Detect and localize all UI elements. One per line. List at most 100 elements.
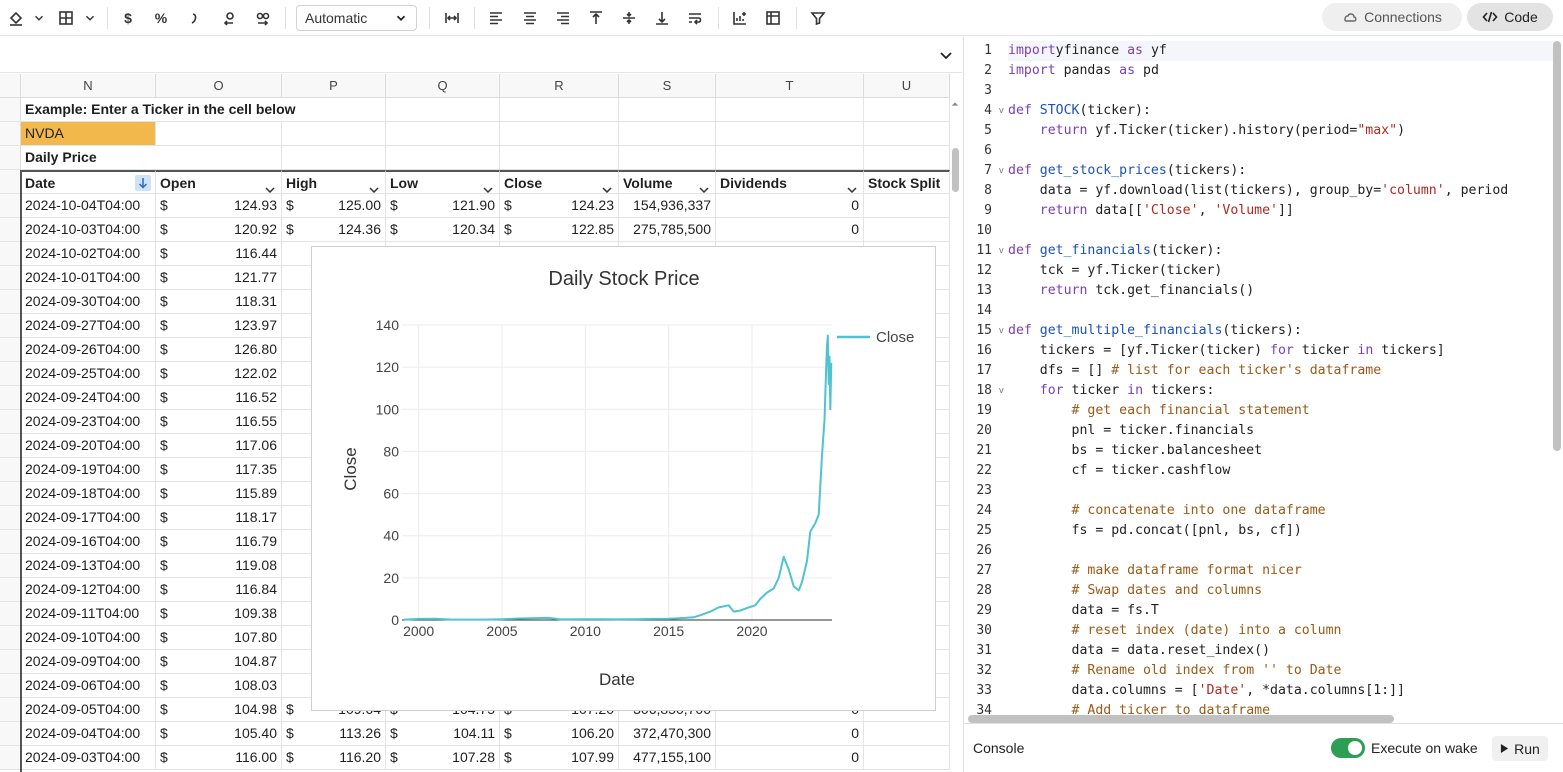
column-header[interactable]: P	[282, 74, 386, 98]
filter-icon[interactable]	[808, 6, 828, 30]
table-cell-low[interactable]: $121.90	[386, 194, 500, 218]
code-line[interactable]: def get_financials(ticker):	[1008, 241, 1554, 261]
table-cell-open[interactable]: $116.44	[156, 242, 282, 266]
table-cell-split[interactable]	[864, 722, 950, 746]
row-header[interactable]	[0, 650, 21, 674]
grid-cell[interactable]	[282, 146, 386, 170]
chevron-down-icon[interactable]	[938, 47, 954, 63]
text-wrap-icon[interactable]	[685, 6, 705, 30]
table-cell-date[interactable]: 2024-09-12T04:00	[21, 578, 156, 602]
row-header[interactable]	[0, 458, 21, 482]
table-cell-high[interactable]: $124.36	[282, 218, 386, 242]
grid-cell[interactable]	[500, 98, 619, 122]
chevron-down-icon[interactable]	[847, 179, 857, 193]
column-header[interactable]: Q	[386, 74, 500, 98]
table-header-volume[interactable]: Volume	[619, 170, 716, 194]
code-line[interactable]: fs = pd.concat([pnl, bs, cf])	[1008, 521, 1554, 541]
row-header[interactable]	[0, 746, 21, 770]
table-cell-date[interactable]: 2024-09-03T04:00	[21, 746, 156, 770]
column-header[interactable]: R	[500, 74, 619, 98]
code-line[interactable]	[1008, 481, 1554, 501]
code-line[interactable]: for ticker in tickers:	[1008, 381, 1554, 401]
table-cell-date[interactable]: 2024-09-18T04:00	[21, 482, 156, 506]
align-middle-icon[interactable]	[619, 6, 639, 30]
table-cell-date[interactable]: 2024-09-27T04:00	[21, 314, 156, 338]
chart-legend[interactable]: Close	[837, 329, 914, 346]
code-line[interactable]: # get each financial statement	[1008, 401, 1554, 421]
scrollbar-thumb[interactable]	[952, 148, 959, 192]
row-header[interactable]	[0, 218, 21, 242]
row-header[interactable]	[0, 410, 21, 434]
table-cell-div[interactable]: 0	[716, 218, 864, 242]
row-header[interactable]	[0, 674, 21, 698]
comma-format-icon[interactable]	[184, 6, 204, 30]
percent-format-icon[interactable]: %	[154, 10, 168, 26]
table-cell-open[interactable]: $124.93	[156, 194, 282, 218]
table-cell-open[interactable]: $107.80	[156, 626, 282, 650]
code-line[interactable]: def STOCK(ticker):	[1008, 101, 1554, 121]
row-header[interactable]	[0, 242, 21, 266]
insert-pivot-icon[interactable]	[763, 6, 783, 30]
table-cell-date[interactable]: 2024-09-09T04:00	[21, 650, 156, 674]
table-cell-split[interactable]	[864, 194, 950, 218]
grid-cell[interactable]	[386, 146, 500, 170]
row-header[interactable]	[0, 530, 21, 554]
code-line[interactable]: data = data.reset_index()	[1008, 641, 1554, 661]
grid-cell[interactable]	[716, 122, 864, 146]
grid-cell[interactable]	[619, 122, 716, 146]
table-cell-div[interactable]: 0	[716, 194, 864, 218]
grid-cell[interactable]	[619, 98, 716, 122]
table-cell-date[interactable]: 2024-10-01T04:00	[21, 266, 156, 290]
table-cell-open[interactable]: $116.00	[156, 746, 282, 770]
code-line[interactable]	[1008, 81, 1554, 101]
align-left-icon[interactable]	[486, 6, 506, 30]
row-header[interactable]	[0, 314, 21, 338]
table-cell-open[interactable]: $117.35	[156, 458, 282, 482]
code-line[interactable]: # Rename old index from '' to Date	[1008, 661, 1554, 681]
code-line[interactable]: data = fs.T	[1008, 601, 1554, 621]
table-cell-open[interactable]: $116.52	[156, 386, 282, 410]
table-cell-div[interactable]: 0	[716, 746, 864, 770]
row-header[interactable]	[0, 338, 21, 362]
ticker-input-cell[interactable]: NVDA	[21, 122, 156, 146]
row-header[interactable]	[0, 626, 21, 650]
borders-dropdown-icon[interactable]	[83, 6, 97, 30]
chart-daily-stock-price[interactable]: Daily Stock Price Date Close 0 20 40 60 80 10…	[311, 246, 936, 711]
execute-on-wake-toggle[interactable]	[1331, 738, 1365, 758]
code-line[interactable]: dfs = [] # list for each ticker's datafr…	[1008, 361, 1554, 381]
table-cell-close[interactable]: $124.23	[500, 194, 619, 218]
table-cell-date[interactable]: 2024-10-04T04:00	[21, 194, 156, 218]
insert-chart-icon[interactable]	[730, 6, 750, 30]
code-line[interactable]	[1008, 221, 1554, 241]
merge-cells-icon[interactable]	[441, 6, 463, 30]
table-cell-date[interactable]: 2024-10-02T04:00	[21, 242, 156, 266]
row-header[interactable]	[0, 170, 21, 194]
chevron-down-icon[interactable]	[483, 179, 493, 193]
code-line[interactable]: def get_stock_prices(tickers):	[1008, 161, 1554, 181]
table-cell-high[interactable]: $116.20	[282, 746, 386, 770]
table-header-close[interactable]: Close	[500, 170, 619, 194]
table-cell-date[interactable]: 2024-09-06T04:00	[21, 674, 156, 698]
table-cell-volume[interactable]: 477,155,100	[619, 746, 716, 770]
table-cell-open[interactable]: $104.98	[156, 698, 282, 722]
grid-cell[interactable]	[716, 98, 864, 122]
code-line[interactable]: # Swap dates and columns	[1008, 581, 1554, 601]
table-cell-high[interactable]: $125.00	[282, 194, 386, 218]
row-header[interactable]	[0, 506, 21, 530]
table-cell-open[interactable]: $116.84	[156, 578, 282, 602]
select-all-corner[interactable]	[0, 74, 21, 98]
code-line[interactable]: importyfinance as yf	[1008, 41, 1554, 61]
align-bottom-icon[interactable]	[652, 6, 672, 30]
row-header[interactable]	[0, 578, 21, 602]
table-cell-date[interactable]: 2024-09-05T04:00	[21, 698, 156, 722]
code-line[interactable]: # reset index (date) into a column	[1008, 621, 1554, 641]
row-header[interactable]	[0, 698, 21, 722]
grid-cell[interactable]	[864, 122, 950, 146]
code-line[interactable]: return yf.Ticker(ticker).history(period=…	[1008, 121, 1554, 141]
row-header[interactable]	[0, 722, 21, 746]
table-header-low[interactable]: Low	[386, 170, 500, 194]
table-cell-split[interactable]	[864, 746, 950, 770]
row-header[interactable]	[0, 266, 21, 290]
increase-decimal-icon[interactable]	[250, 6, 274, 30]
sheet-vertical-scrollbar[interactable]	[950, 98, 960, 772]
